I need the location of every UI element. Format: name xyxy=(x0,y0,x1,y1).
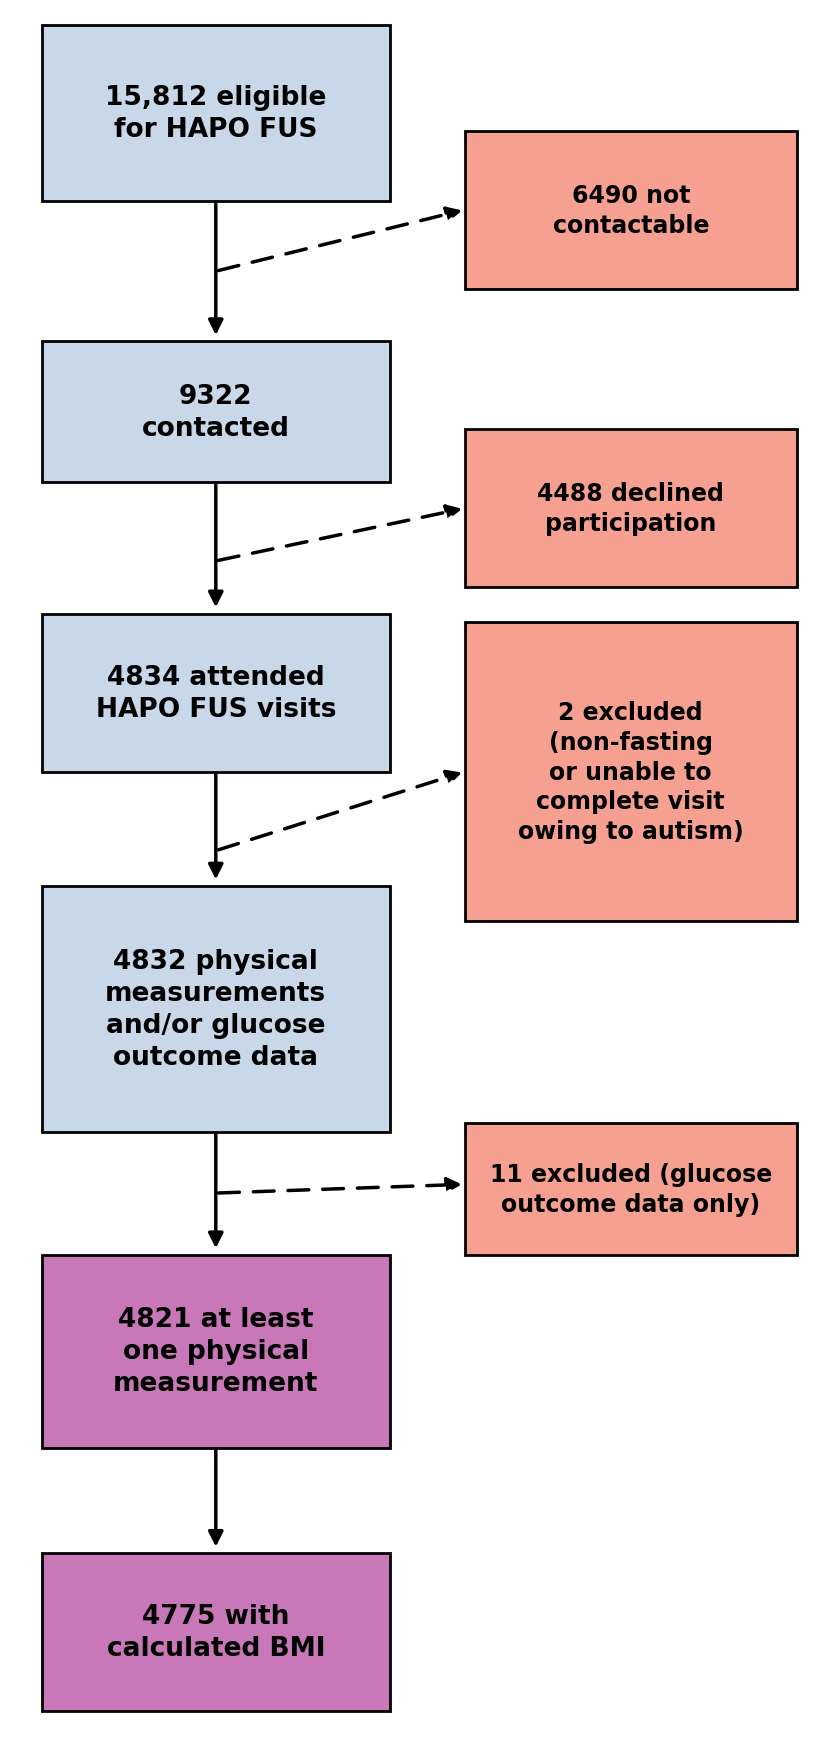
FancyBboxPatch shape xyxy=(42,26,390,202)
Text: 6490 not
contactable: 6490 not contactable xyxy=(553,184,709,237)
FancyBboxPatch shape xyxy=(42,342,390,483)
Text: 4821 at least
one physical
measurement: 4821 at least one physical measurement xyxy=(113,1306,319,1397)
FancyBboxPatch shape xyxy=(465,1123,797,1255)
FancyBboxPatch shape xyxy=(465,132,797,290)
FancyBboxPatch shape xyxy=(42,1553,390,1711)
Text: 15,812 eligible
for HAPO FUS: 15,812 eligible for HAPO FUS xyxy=(105,84,326,144)
Text: 11 excluded (glucose
outcome data only): 11 excluded (glucose outcome data only) xyxy=(490,1162,772,1216)
Text: 2 excluded
(non-fasting
or unable to
complete visit
owing to autism): 2 excluded (non-fasting or unable to com… xyxy=(518,700,744,844)
Text: 9322
contacted: 9322 contacted xyxy=(142,383,290,442)
Text: 4832 physical
measurements
and/or glucose
outcome data: 4832 physical measurements and/or glucos… xyxy=(105,948,326,1071)
Text: 4775 with
calculated BMI: 4775 with calculated BMI xyxy=(106,1602,325,1662)
Text: 4834 attended
HAPO FUS visits: 4834 attended HAPO FUS visits xyxy=(95,663,336,723)
FancyBboxPatch shape xyxy=(42,886,390,1132)
Text: 4488 declined
participation: 4488 declined participation xyxy=(537,483,725,535)
FancyBboxPatch shape xyxy=(465,623,797,921)
FancyBboxPatch shape xyxy=(42,1255,390,1448)
FancyBboxPatch shape xyxy=(42,614,390,772)
FancyBboxPatch shape xyxy=(465,430,797,588)
